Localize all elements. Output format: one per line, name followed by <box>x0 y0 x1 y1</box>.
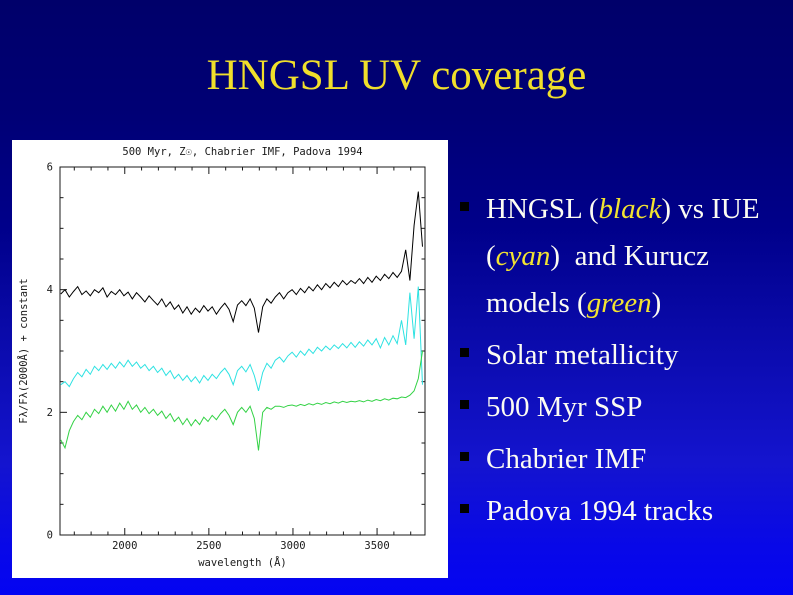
bullet-line: Chabrier IMF <box>486 436 790 483</box>
uv-chart: 2000 2500 3000 3500 0 2 4 6 500 Myr, Z☉, Chabrie… <box>17 146 426 569</box>
bullet-line: HNGSL (black) vs IUE <box>486 186 790 233</box>
bullet-line: Solar metallicity <box>486 332 790 379</box>
body-text: Padova 1994 tracks <box>486 495 714 527</box>
bullet-marker <box>460 202 469 211</box>
body-text: HNGSL ( <box>486 193 599 225</box>
bullet-item: Solar metallicity <box>458 332 790 379</box>
body-text: models ( <box>486 287 587 319</box>
body-text: ) and Kurucz <box>550 240 710 272</box>
bullet-list: HNGSL (black) vs IUE (cyan) and Kurucz mod… <box>458 186 790 540</box>
bullet-line: 500 Myr SSP <box>486 384 790 431</box>
series-hngsl <box>60 191 423 333</box>
x-axis-label: wavelength (Å) <box>198 556 287 569</box>
x-tick-label: 3000 <box>280 540 305 552</box>
spectra-chart-panel: 2000 2500 3000 3500 0 2 4 6 500 Myr, Z☉, Chabrie… <box>12 140 448 578</box>
body-text: ) vs IUE <box>661 193 760 225</box>
bullet-line: models (green) <box>486 280 790 327</box>
bullet-marker <box>460 504 469 513</box>
bullet-marker <box>460 400 469 409</box>
bullet-line: Padova 1994 tracks <box>486 488 790 535</box>
x-tick-label: 2000 <box>112 540 137 552</box>
emphasis-text: black <box>598 193 662 225</box>
emphasis-text: green <box>586 287 652 319</box>
chart-title: 500 Myr, Z☉, Chabrier IMF, Padova 1994 <box>122 146 362 158</box>
x-tick-label: 3500 <box>364 540 389 552</box>
y-tick-label: 0 <box>47 530 53 542</box>
bullet-marker <box>460 348 469 357</box>
body-text: ( <box>486 240 496 272</box>
body-text: 500 Myr SSP <box>486 391 643 423</box>
series-kurucz <box>60 350 423 451</box>
y-tick-label: 6 <box>47 162 53 174</box>
plot-frame <box>59 166 426 536</box>
series-iue <box>60 286 423 392</box>
bullet-marker <box>460 452 469 461</box>
body-text: Solar metallicity <box>486 339 679 371</box>
bullet-line: (cyan) and Kurucz <box>486 233 790 280</box>
slide-title: HNGSL UV coverage <box>206 52 587 99</box>
bullet-item: 500 Myr SSP <box>458 384 790 431</box>
x-tick-label: 2500 <box>196 540 221 552</box>
y-tick-label: 4 <box>47 284 53 296</box>
y-tick-label: 2 <box>47 407 53 419</box>
bullet-item: Chabrier IMF <box>458 436 790 483</box>
bullet-item: Padova 1994 tracks <box>458 488 790 535</box>
body-text: ) <box>651 287 662 319</box>
emphasis-text: cyan <box>495 240 551 272</box>
body-text: Chabrier IMF <box>486 443 647 475</box>
y-axis-label: Fλ/Fλ(2000Å) + constant <box>17 278 30 423</box>
bullet-item: HNGSL (black) vs IUE (cyan) and Kurucz mod… <box>458 186 790 327</box>
